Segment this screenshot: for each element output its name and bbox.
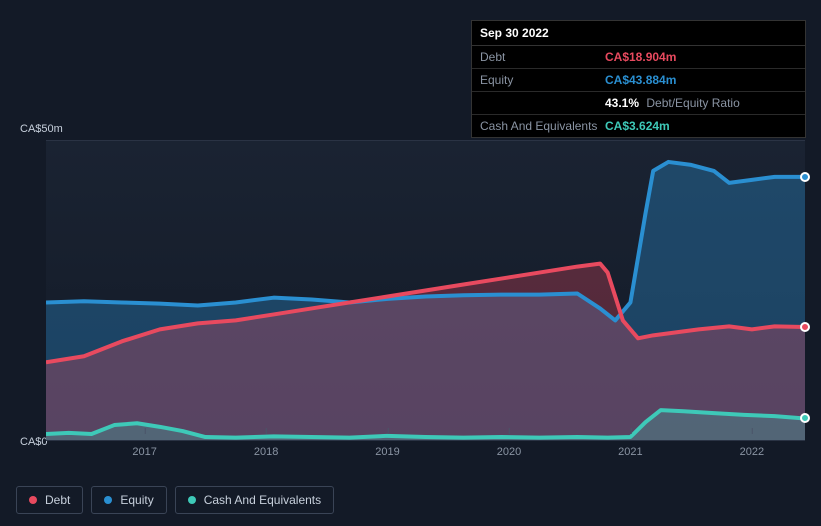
plot-area[interactable] xyxy=(46,140,805,441)
tooltip-value-equity: CA$43.884m xyxy=(605,73,676,87)
tooltip-row-equity: Equity CA$43.884m xyxy=(472,69,805,92)
legend: Debt Equity Cash And Equivalents xyxy=(16,486,334,514)
legend-label-equity: Equity xyxy=(120,493,153,507)
x-tick-2021: 2021 xyxy=(618,446,642,458)
x-tick-2019: 2019 xyxy=(375,446,399,458)
legend-label-debt: Debt xyxy=(45,493,70,507)
marker-cash xyxy=(800,413,810,423)
tooltip-label-ratio xyxy=(480,96,605,110)
tooltip-value-debt: CA$18.904m xyxy=(605,50,676,64)
x-tick-2020: 2020 xyxy=(497,446,521,458)
legend-item-equity[interactable]: Equity xyxy=(91,486,166,514)
marker-equity xyxy=(800,172,810,182)
tooltip-label-debt: Debt xyxy=(480,50,605,64)
legend-item-debt[interactable]: Debt xyxy=(16,486,83,514)
tooltip-value-ratio: 43.1% xyxy=(605,96,639,110)
legend-dot-debt xyxy=(29,496,37,504)
x-axis: 2017 2018 2019 2020 2021 2022 xyxy=(46,446,805,461)
x-tick-2018: 2018 xyxy=(254,446,278,458)
tooltip-date: Sep 30 2022 xyxy=(472,21,805,46)
legend-item-cash[interactable]: Cash And Equivalents xyxy=(175,486,334,514)
tooltip-label-equity: Equity xyxy=(480,73,605,87)
chart-area[interactable]: CA$50m CA$0 2017 2018 2019 2020 2021 2022 xyxy=(16,125,805,476)
y-tick-max: CA$50m xyxy=(20,123,63,135)
legend-label-cash: Cash And Equivalents xyxy=(204,493,321,507)
legend-dot-equity xyxy=(104,496,112,504)
x-tick-2017: 2017 xyxy=(132,446,156,458)
x-tick-2022: 2022 xyxy=(740,446,764,458)
tooltip-ratio-label: Debt/Equity Ratio xyxy=(646,96,739,110)
marker-debt xyxy=(800,322,810,332)
y-tick-min: CA$0 xyxy=(20,436,48,448)
tooltip-row-debt: Debt CA$18.904m xyxy=(472,46,805,69)
chart-tooltip: Sep 30 2022 Debt CA$18.904m Equity CA$43… xyxy=(471,20,806,138)
tooltip-row-ratio: 43.1% Debt/Equity Ratio xyxy=(472,92,805,115)
chart-svg xyxy=(46,141,805,440)
legend-dot-cash xyxy=(188,496,196,504)
